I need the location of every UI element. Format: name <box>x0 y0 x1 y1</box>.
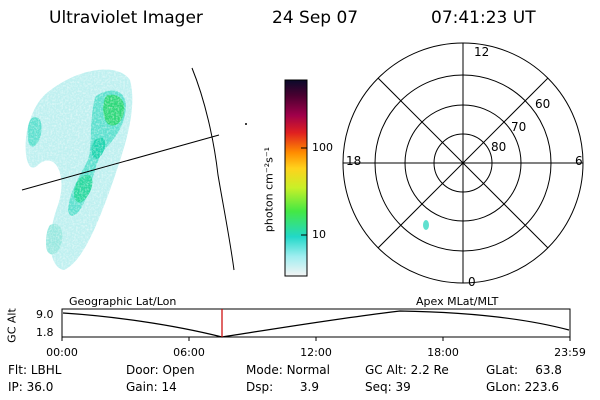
info-gcalt-value: 2.2 Re <box>410 363 449 377</box>
x-tick-0600: 06:00 <box>173 346 205 359</box>
info-flt: Flt: LBHL <box>8 363 61 377</box>
x-tick-1800: 18:00 <box>427 346 459 359</box>
colorbar <box>284 79 308 277</box>
altitude-panel <box>61 308 571 341</box>
info-glat-value: 63.8 <box>535 363 562 377</box>
x-tick-1200: 12:00 <box>300 346 332 359</box>
mlt-label-18: 18 <box>346 154 362 168</box>
info-mode-value: Normal <box>286 363 330 377</box>
info-ip-value: 36.0 <box>26 380 54 394</box>
info-glon-label: GLon: <box>486 380 521 394</box>
info-door-label: Door: <box>126 363 159 377</box>
info-mode: Mode: Normal <box>246 363 330 377</box>
apex-title: Apex MLat/MLT <box>416 295 499 308</box>
geographic-title: Geographic Lat/Lon <box>69 295 177 308</box>
info-gcalt-label: GC Alt: <box>365 363 407 377</box>
altitude-curve <box>62 310 570 338</box>
lat-label-70: 70 <box>511 120 527 134</box>
info-door-value: Open <box>162 363 195 377</box>
earth-limb-line <box>191 67 235 271</box>
info-seq: Seq: 39 <box>365 380 411 394</box>
mlt-label-6: 6 <box>575 154 583 168</box>
mlt-label-12: 12 <box>474 45 490 59</box>
info-dsp: Dsp: 3.9 <box>246 380 319 394</box>
info-dsp-label: Dsp: <box>246 380 274 394</box>
altitude-ytick-min: 1.8 <box>36 326 54 339</box>
info-flt-value: LBHL <box>30 363 62 377</box>
altitude-ytick-max: 9.0 <box>36 308 54 321</box>
colorbar-unit-label: photon cm⁻²s⁻¹ <box>262 146 276 233</box>
info-ip: IP: 36.0 <box>8 380 53 394</box>
app-title: Ultraviolet Imager <box>49 8 203 28</box>
info-glat-label: GLat: <box>486 363 519 377</box>
lat-label-80: 80 <box>491 140 507 154</box>
colorbar-tick-100: 100 <box>312 141 333 154</box>
info-gain: Gain: 14 <box>126 380 177 394</box>
info-glat: GLat: 63.8 <box>486 363 562 377</box>
info-gcalt: GC Alt: 2.2 Re <box>365 363 449 377</box>
date-label: 24 Sep 07 <box>272 8 359 28</box>
info-seq-label: Seq: <box>365 380 392 394</box>
aurora-emission <box>20 60 140 280</box>
info-dsp-value: 3.9 <box>299 380 319 394</box>
info-gain-label: Gain: <box>126 380 158 394</box>
x-tick-2359: 23:59 <box>554 346 586 359</box>
time-label: 07:41:23 UT <box>431 8 536 28</box>
info-glon-value: 223.6 <box>524 380 559 394</box>
colorbar-tick-10: 10 <box>312 228 326 241</box>
x-tick-0000: 00:00 <box>46 346 78 359</box>
info-glon: GLon: 223.6 <box>486 380 559 394</box>
info-seq-value: 39 <box>395 380 411 394</box>
info-mode-label: Mode: <box>246 363 283 377</box>
geographic-image <box>20 60 247 280</box>
terminator-line <box>21 134 220 191</box>
lat-label-60: 60 <box>535 97 551 111</box>
polar-plot <box>342 42 584 284</box>
marker-dot <box>245 123 247 125</box>
mlt-label-0: 0 <box>468 275 476 289</box>
info-ip-label: IP: <box>8 380 23 394</box>
altitude-ylabel: GC Alt <box>5 308 19 343</box>
info-gain-value: 14 <box>161 380 177 394</box>
info-flt-label: Flt: <box>8 363 27 377</box>
info-door: Door: Open <box>126 363 195 377</box>
polar-aurora-spot <box>423 220 429 230</box>
